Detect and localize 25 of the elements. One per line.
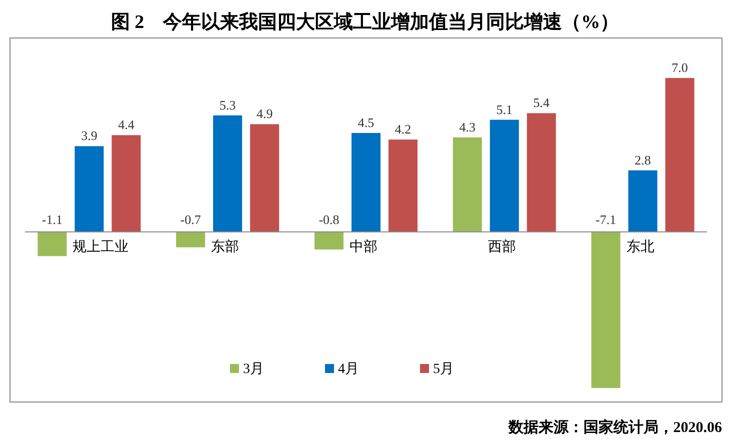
data-label: -0.8 bbox=[318, 212, 340, 227]
data-label: 5.1 bbox=[496, 102, 513, 117]
legend-label: 4月 bbox=[338, 362, 359, 377]
data-label: 4.2 bbox=[394, 122, 412, 137]
x-tick-label: 东部 bbox=[211, 238, 240, 255]
data-label: 5.4 bbox=[533, 95, 550, 110]
legend-label: 5月 bbox=[433, 362, 454, 377]
title: 图 2 今年以来我国四大区域工业增加值当月同比增速（%） bbox=[110, 12, 620, 33]
data-label: -0.7 bbox=[180, 212, 202, 227]
x-tick-label: 中部 bbox=[350, 238, 378, 255]
x-tick-label: 东北 bbox=[626, 238, 654, 255]
data-label: 2.8 bbox=[634, 152, 651, 168]
x-tick-label: 规上工业 bbox=[72, 238, 129, 255]
source-note: 数据来源：国家统计局，2020.06 bbox=[507, 418, 722, 436]
data-label: 4.3 bbox=[459, 119, 476, 134]
legend-label: 3月 bbox=[243, 362, 264, 377]
data-label: -7.1 bbox=[596, 212, 616, 227]
data-label: 4.9 bbox=[256, 106, 273, 122]
data-label: 3.9 bbox=[81, 128, 98, 144]
x-tick-label: 西部 bbox=[488, 238, 516, 255]
data-label: -1.1 bbox=[42, 212, 62, 227]
data-label: 4.5 bbox=[358, 114, 374, 130]
data-label: 7.0 bbox=[672, 60, 688, 75]
data-label: 4.4 bbox=[118, 117, 135, 132]
data-label: 5.3 bbox=[219, 97, 236, 112]
